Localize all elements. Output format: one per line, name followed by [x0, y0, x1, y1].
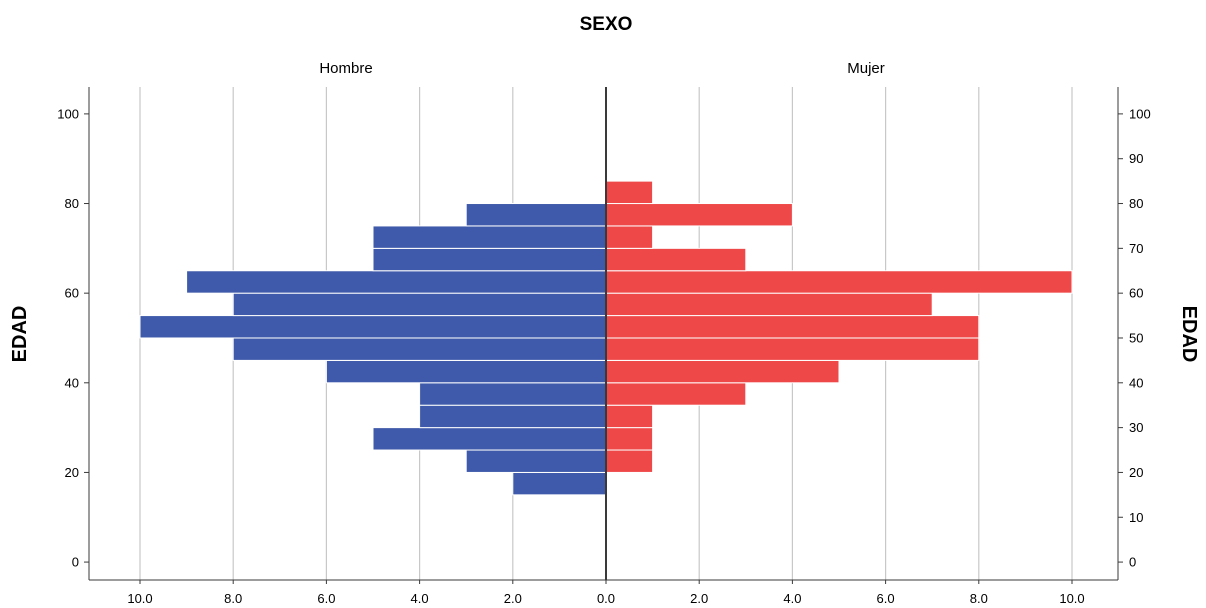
bar-hombre-65	[372, 247, 607, 272]
bar-mujer-45	[605, 337, 980, 361]
x-tick-label-left-2: 6.0	[317, 591, 335, 606]
x-tick-label-right-2: 4.0	[783, 591, 801, 606]
x-tick-label-right-3: 6.0	[877, 591, 895, 606]
y-axis-label-right: EDAD	[1178, 306, 1200, 363]
group-label-hombre: Hombre	[319, 60, 372, 77]
y-tick-label-right-5: 50	[1129, 330, 1143, 345]
y-tick-label-right-9: 90	[1129, 151, 1143, 166]
y-tick-label-right-8: 80	[1129, 196, 1143, 211]
bar-hombre-40	[325, 359, 607, 384]
bar-hombre-25	[372, 427, 607, 451]
bar-hombre-35	[419, 382, 607, 406]
x-tick-label-left-5: 0.0	[597, 591, 615, 606]
bar-mujer-65	[605, 247, 747, 272]
y-tick-label-right-10: 100	[1129, 106, 1151, 121]
bar-mujer-40	[605, 359, 840, 384]
x-tick-label-right-5: 10.0	[1059, 591, 1084, 606]
x-tick-label-left-3: 4.0	[411, 591, 429, 606]
bar-hombre-70	[372, 225, 607, 249]
bar-mujer-80	[605, 180, 654, 205]
bar-mujer-35	[605, 382, 747, 406]
y-tick-label-left-5: 100	[57, 106, 79, 121]
x-tick-label-left-1: 8.0	[224, 591, 242, 606]
bar-hombre-45	[232, 337, 607, 361]
bar-hombre-60	[186, 270, 607, 294]
y-tick-label-left-3: 60	[65, 286, 79, 301]
y-tick-label-left-2: 40	[65, 375, 79, 390]
bar-hombre-15	[512, 471, 607, 496]
x-tick-label-left-4: 2.0	[504, 591, 522, 606]
y-tick-label-right-4: 40	[1129, 375, 1143, 390]
x-tick-label-right-1: 2.0	[690, 591, 708, 606]
y-tick-label-right-1: 10	[1129, 510, 1143, 525]
bar-mujer-55	[605, 292, 933, 317]
bar-hombre-55	[232, 292, 607, 317]
group-label-mujer: Mujer	[847, 60, 885, 77]
y-tick-label-right-0: 0	[1129, 555, 1136, 570]
y-tick-label-left-0: 0	[72, 555, 79, 570]
y-tick-label-right-2: 20	[1129, 465, 1143, 480]
bar-mujer-20	[605, 449, 654, 473]
y-axis-label-left: EDAD	[9, 306, 31, 363]
bar-hombre-75	[465, 203, 607, 227]
bar-mujer-30	[605, 404, 654, 429]
y-tick-label-right-6: 60	[1129, 286, 1143, 301]
x-tick-label-left-0: 10.0	[127, 591, 152, 606]
x-tick-label-right-4: 8.0	[970, 591, 988, 606]
bar-mujer-70	[605, 225, 654, 249]
chart-title: SEXO	[580, 14, 633, 35]
y-tick-label-right-3: 30	[1129, 420, 1143, 435]
bar-hombre-50	[139, 315, 607, 339]
bar-mujer-50	[605, 315, 980, 339]
bar-hombre-20	[465, 449, 607, 473]
y-tick-label-left-4: 80	[65, 196, 79, 211]
bar-mujer-25	[605, 427, 654, 451]
bar-mujer-75	[605, 203, 793, 227]
bar-mujer-60	[605, 270, 1073, 294]
bar-hombre-30	[419, 404, 607, 429]
y-tick-label-left-1: 20	[65, 465, 79, 480]
y-tick-label-right-7: 70	[1129, 241, 1143, 256]
